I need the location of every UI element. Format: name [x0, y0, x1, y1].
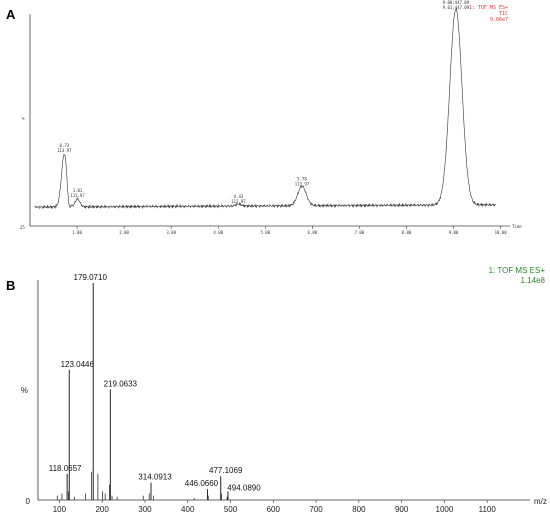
- panel-b-peak-labels: 118.0657 123.0446 179.0710 219.0633 314.0913…: [49, 273, 261, 492]
- panel-b-letter: B: [6, 278, 15, 293]
- panel-a-legend-line-3: 9.66e7: [490, 17, 508, 23]
- panel-b-peak-label: 123.0446: [61, 360, 95, 369]
- panel-a-peak-label: 1.01: [73, 188, 83, 193]
- panel-b-x-tick-label: 900: [395, 505, 409, 514]
- panel-b-x-tick-label: 700: [309, 505, 323, 514]
- panel-b-x-tick-label: 600: [267, 505, 281, 514]
- panel-a-peak-label: 9.08;447.09: [443, 0, 470, 5]
- panel-a-x-tick-label: 9.00: [449, 230, 459, 235]
- panel-b-xlabel: m/z: [534, 497, 547, 506]
- panel-b-ylabel: %: [21, 386, 28, 395]
- panel-a-chromatogram-trace: [34, 7, 497, 210]
- panel-a-x-tick-label: 2.00: [119, 230, 129, 235]
- panel-b-x-tick-label: 800: [352, 505, 366, 514]
- panel-b-x-tick-label: 1100: [479, 505, 497, 514]
- panel-a-x-tick-label: 3.00: [166, 230, 176, 235]
- panel-b-x-tick-label: 300: [138, 505, 152, 514]
- panel-b-spectrum-bars: [56, 283, 229, 500]
- panel-b-x-tick-label: 1000: [436, 505, 454, 514]
- panel-b-peak-label: 179.0710: [74, 273, 108, 282]
- panel-a-peak-label: 113.97: [70, 193, 85, 198]
- panel-a-x-tick-label: 7.00: [355, 230, 365, 235]
- panel-b-legend-line-1: 1: TOF MS ES+: [489, 266, 546, 275]
- panel-a-peak-label: 113.97: [295, 181, 310, 186]
- panel-a-legend-line-1: 1: TOF MS ES+: [469, 5, 508, 11]
- panel-a-peak-label: 9.01;447.09: [443, 5, 470, 10]
- panel-b-legend-line-2: 1.14e8: [521, 276, 546, 285]
- panel-a-x-tick-label: 4.00: [213, 230, 223, 235]
- panel-b-ytick-zero: 0: [26, 497, 31, 506]
- panel-a-peak-label: 4.43: [234, 194, 244, 199]
- panel-a-x-tick-label: 10.00: [495, 230, 508, 235]
- panel-b-x-tick-label: 400: [181, 505, 195, 514]
- panel-a-x-tick-label: 6.00: [308, 230, 318, 235]
- panel-b-peak-label: 446.0660: [185, 479, 219, 488]
- panel-a-letter: A: [6, 7, 16, 22]
- panel-b-peak-label: 219.0633: [104, 379, 138, 388]
- panel-a-x-tick-label: 5.00: [260, 230, 270, 235]
- panel-a-ymin-label: 25: [20, 225, 25, 230]
- panel-b-x-ticks: 100 200 300 400 500 600 700 800 900 1000 1100: [53, 500, 497, 514]
- panel-a-x-tick-label: 1.00: [72, 230, 82, 235]
- panel-a-peak-label: 113.97: [57, 148, 72, 153]
- panel-b-peak-label: 314.0913: [138, 473, 172, 482]
- panel-b-peak-label: 494.0890: [227, 483, 261, 492]
- panel-b-x-tick-label: 500: [224, 505, 238, 514]
- panel-a-peak-label: 0.73: [60, 143, 70, 148]
- panel-b-x-tick-label: 100: [53, 505, 67, 514]
- panel-a-x-tick-label: 8.00: [402, 230, 412, 235]
- panel-a-ylabel: %: [22, 116, 25, 121]
- panel-b-peak-label: 118.0657: [49, 464, 82, 473]
- panel-b-x-tick-label: 200: [95, 505, 109, 514]
- panel-a-x-ticks: 1.00 2.00 3.00 4.00 5.00 6.00 7.00 8.00 9.00 10.0…: [72, 226, 507, 235]
- panel-a-legend-line-2: TIC: [499, 11, 508, 17]
- panel-a-peak-label: 113.97: [231, 199, 246, 204]
- panel-a-peak-label: 5.78: [297, 176, 307, 181]
- panel-a-xlabel: Time: [512, 224, 522, 229]
- panel-b-peak-label: 477.1069: [209, 466, 243, 475]
